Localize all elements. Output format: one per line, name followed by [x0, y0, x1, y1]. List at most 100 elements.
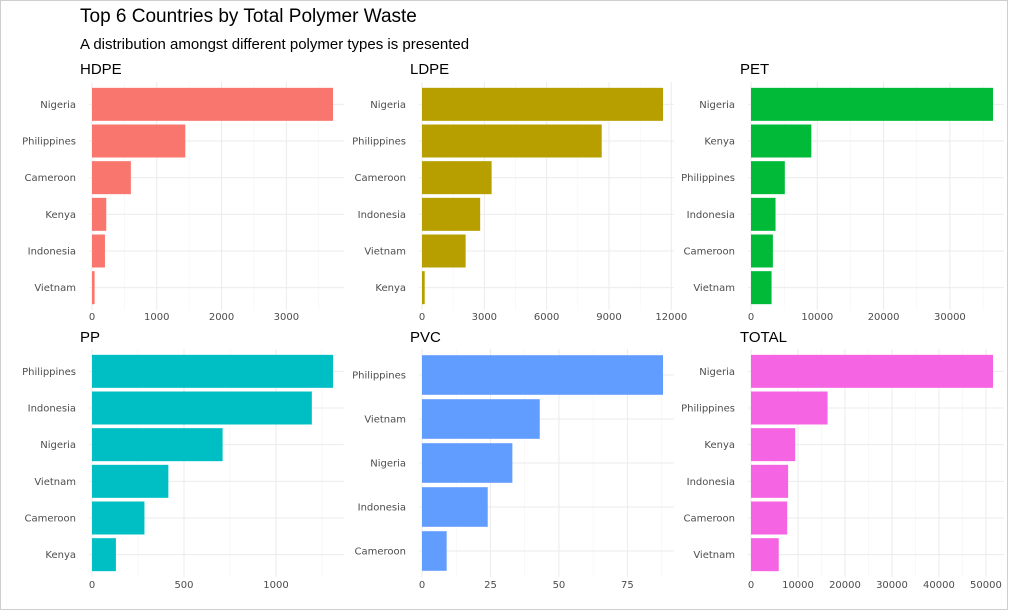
bar-vietnam [92, 464, 169, 498]
bar-nigeria [422, 87, 663, 121]
facet-hdpe: HDPE Nigeria Philippines Cameroon Kenya Indon… [22, 61, 344, 323]
facet-pp: PP Philippines Indonesia Nigeria Vietnam Came… [22, 329, 344, 591]
category-label: Kenya [45, 210, 76, 221]
facet-pet: PET Nigeria Kenya Philippines Indonesia Camer… [681, 61, 1004, 323]
facet-title: PVC [410, 329, 441, 346]
category-label: Kenya [45, 550, 76, 561]
facet-title: HDPE [80, 61, 122, 78]
bar-nigeria [92, 428, 223, 462]
category-label: Cameroon [684, 514, 735, 525]
bar-kenya [751, 428, 796, 462]
category-label: Nigeria [370, 100, 406, 111]
x-tick-label: 25 [484, 580, 497, 591]
x-tick-label: 6000 [534, 312, 559, 323]
bar-philippines [92, 354, 333, 388]
category-label: Philippines [22, 367, 76, 378]
category-label: Kenya [704, 440, 735, 451]
bar-kenya [92, 538, 116, 572]
x-tick-label: 0 [89, 580, 95, 591]
bar-cameroon [751, 501, 788, 535]
category-label: Philippines [352, 137, 406, 148]
facet-title: TOTAL [740, 329, 787, 346]
category-label: Vietnam [364, 247, 406, 258]
bar-nigeria [92, 87, 333, 121]
bar-vietnam [751, 538, 779, 572]
facet-total: TOTAL Nigeria Philippines Kenya Indonesia Cam… [681, 329, 1004, 591]
x-tick-label: 40000 [923, 580, 955, 591]
x-tick-label: 30000 [934, 312, 966, 323]
bar-indonesia [751, 197, 776, 231]
x-tick-label: 1000 [144, 312, 169, 323]
x-tick-label: 0 [748, 312, 754, 323]
bar-vietnam [751, 271, 772, 305]
x-tick-label: 500 [174, 580, 193, 591]
bar-vietnam [422, 399, 540, 439]
bar-indonesia [422, 197, 481, 231]
category-label: Nigeria [40, 440, 76, 451]
category-label: Indonesia [28, 247, 76, 258]
category-label: Vietnam [34, 477, 76, 488]
x-tick-label: 10000 [782, 580, 814, 591]
facet-title: PP [80, 329, 100, 346]
category-label: Vietnam [364, 415, 406, 426]
category-label: Cameroon [355, 547, 406, 558]
category-label: Nigeria [370, 459, 406, 470]
chart-title: Top 6 Countries by Total Polymer Waste [80, 6, 417, 27]
facet-ldpe: LDPE Nigeria Philippines Cameroon Indonesia V… [352, 61, 687, 323]
category-label: Indonesia [687, 210, 735, 221]
bar-nigeria [751, 354, 993, 388]
bar-philippines [92, 124, 186, 158]
chart-subtitle: A distribution amongst different polymer… [80, 36, 470, 53]
category-label: Kenya [704, 137, 735, 148]
bar-indonesia [92, 391, 312, 425]
x-tick-label: 75 [621, 580, 634, 591]
category-label: Indonesia [28, 404, 76, 415]
bar-indonesia [92, 234, 105, 268]
category-label: Philippines [22, 137, 76, 148]
category-label: Nigeria [699, 367, 735, 378]
x-tick-label: 50 [553, 580, 566, 591]
x-tick-label: 9000 [596, 312, 621, 323]
x-tick-label: 20000 [829, 580, 861, 591]
bar-cameroon [422, 161, 492, 195]
x-tick-label: 0 [419, 312, 425, 323]
bar-cameroon [92, 501, 145, 535]
x-tick-label: 0 [748, 580, 754, 591]
x-tick-label: 50000 [970, 580, 1002, 591]
facet-pvc: PVC Philippines Vietnam Nigeria Indonesia Cam… [352, 329, 674, 591]
bar-philippines [422, 355, 663, 395]
x-tick-label: 10000 [801, 312, 833, 323]
x-tick-label: 0 [419, 580, 425, 591]
bar-cameroon [422, 531, 447, 571]
x-tick-label: 12000 [655, 312, 687, 323]
x-tick-label: 30000 [876, 580, 908, 591]
x-tick-label: 3000 [472, 312, 497, 323]
bar-indonesia [751, 464, 789, 498]
category-label: Philippines [681, 173, 735, 184]
x-tick-label: 20000 [868, 312, 900, 323]
bar-kenya [92, 197, 107, 231]
bar-indonesia [422, 487, 488, 527]
bar-cameroon [92, 161, 131, 195]
category-label: Indonesia [687, 477, 735, 488]
category-label: Cameroon [25, 173, 76, 184]
x-tick-label: 1000 [263, 580, 288, 591]
bar-nigeria [751, 87, 993, 121]
x-tick-label: 2000 [209, 312, 234, 323]
category-label: Philippines [352, 371, 406, 382]
bar-nigeria [422, 443, 513, 483]
bar-philippines [751, 391, 828, 425]
category-label: Nigeria [40, 100, 76, 111]
bar-vietnam [92, 271, 95, 305]
bar-philippines [751, 161, 785, 195]
bar-philippines [422, 124, 602, 158]
facet-title: LDPE [410, 61, 449, 78]
category-label: Vietnam [34, 283, 76, 294]
category-label: Cameroon [25, 514, 76, 525]
category-label: Vietnam [693, 550, 735, 561]
category-label: Cameroon [684, 247, 735, 258]
category-label: Nigeria [699, 100, 735, 111]
bar-kenya [422, 271, 425, 305]
bar-vietnam [422, 234, 466, 268]
